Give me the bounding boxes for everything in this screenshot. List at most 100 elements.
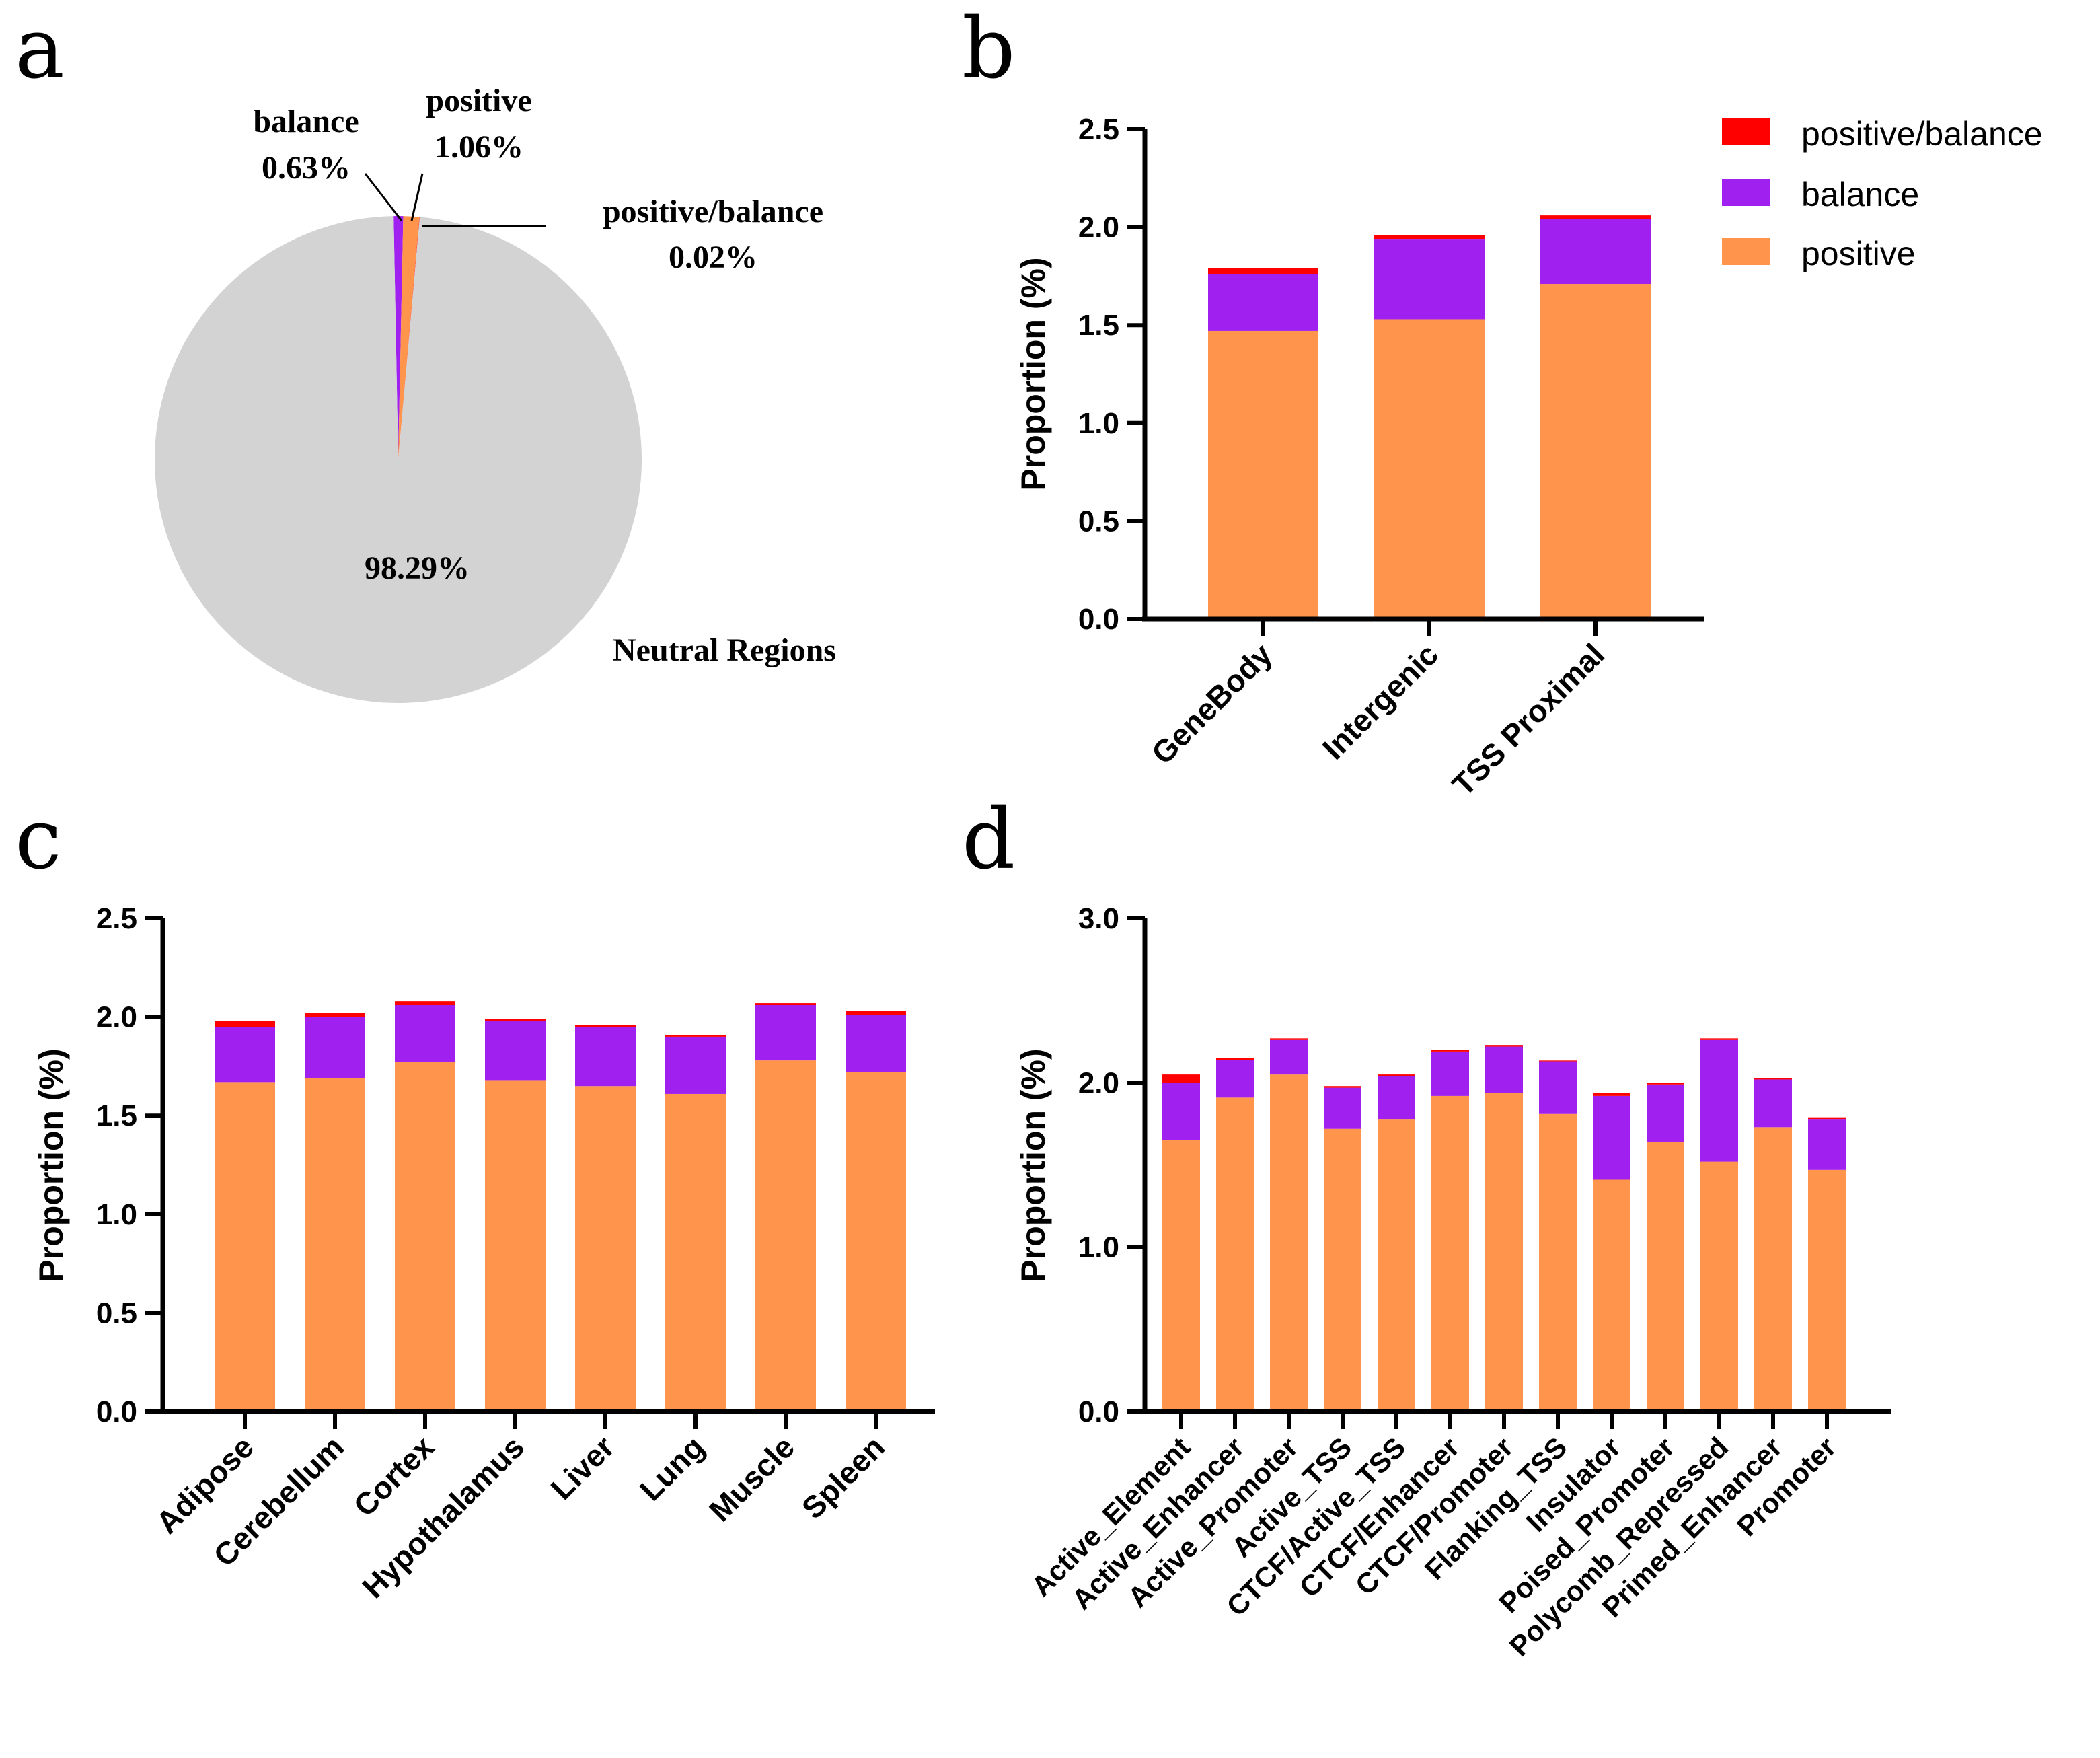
bar-spleen-positive: [846, 1072, 906, 1412]
bar-lung-balance: [665, 1036, 726, 1094]
bar-flanking-tss-positive-balance: [1539, 1060, 1577, 1062]
bar-adipose-balance: [215, 1027, 275, 1083]
pie-slice-balance: [393, 216, 404, 460]
legend-swatch-positive-balance: [1722, 118, 1770, 145]
bar-lung-positive-balance: [665, 1034, 726, 1037]
bar-liver-positive-balance: [575, 1025, 636, 1027]
bar-ctcf-active-tss-positive-balance: [1378, 1074, 1415, 1076]
y-axis-title: Proportion (%): [32, 1048, 70, 1282]
category-label-intergenic: Intergenic: [1316, 636, 1445, 766]
y-axis-title: Proportion (%): [1014, 257, 1052, 490]
panel-letter-c: c: [15, 791, 61, 888]
category-label-tss-proximal: TSS Proximal: [1446, 636, 1611, 802]
bar-chart-b: 0.0 0.5 1.0 1.5 2.0 2.5 GeneBody Intergenic TSS…: [1014, 113, 2043, 803]
y-tick-label-2-0: 2.0: [1078, 1066, 1119, 1099]
bar-muscle-positive-balance: [755, 1003, 816, 1006]
bar-promoter-positive: [1808, 1169, 1846, 1412]
legend-swatch-positive: [1722, 238, 1770, 265]
bar-polycomb-repressed-positive: [1700, 1161, 1738, 1412]
bar-promoter-balance: [1808, 1119, 1846, 1170]
y-tick-label-0-0: 0.0: [1078, 1395, 1119, 1428]
panel-letter-a: a: [15, 1, 65, 98]
bar-hypothalamus-positive-balance: [485, 1019, 546, 1021]
bar-hypothalamus-positive: [485, 1080, 546, 1412]
positive-leader-line: [410, 173, 424, 221]
bar-polycomb-repressed-balance: [1700, 1039, 1738, 1162]
bar-intergenic-positive-balance: [1374, 235, 1485, 240]
bar-liver-balance: [575, 1027, 636, 1087]
bar-ctcf-enhancer-positive-balance: [1431, 1050, 1469, 1052]
bar-primed-enhancer-positive-balance: [1754, 1078, 1792, 1080]
positive-pct-label: 1.06%: [435, 129, 523, 165]
bar-active-element-positive-balance: [1162, 1074, 1200, 1083]
bar-active-enhancer-balance: [1216, 1060, 1254, 1098]
y-tick-label-1-5: 1.5: [1078, 309, 1119, 342]
category-label-lung: Lung: [633, 1429, 711, 1507]
bar-muscle-balance: [755, 1005, 816, 1061]
category-label-hypothalamus: Hypothalamus: [355, 1429, 531, 1605]
bar-liver-positive: [575, 1086, 636, 1412]
y-tick-label-0-5: 0.5: [96, 1296, 137, 1329]
bar-ctcf-active-tss-positive: [1378, 1119, 1415, 1412]
bar-poised-promoter-positive-balance: [1647, 1083, 1684, 1085]
category-label-spleen: Spleen: [795, 1429, 891, 1525]
bar-chart-c: 0.00.51.01.52.02.5 AdiposeCerebellumCort…: [32, 902, 935, 1605]
bar-ctcf-active-tss-balance: [1378, 1076, 1415, 1120]
y-tick-label-0-0: 0.0: [96, 1395, 137, 1428]
y-tick-label-0-5: 0.5: [1078, 505, 1119, 538]
legend-label-balance: balance: [1801, 176, 1919, 213]
bar-ctcf-promoter-positive-balance: [1485, 1045, 1523, 1047]
bar-active-promoter-positive-balance: [1270, 1038, 1308, 1040]
bar-ctcf-promoter-balance: [1485, 1046, 1523, 1093]
y-tick-label-2-5: 2.5: [96, 902, 137, 935]
pie-slice-positive-balance: [398, 217, 420, 460]
bar-active-enhancer-positive-balance: [1216, 1058, 1254, 1060]
y-axis-title: Proportion (%): [1014, 1048, 1052, 1282]
y-tick-label-0-0: 0.0: [1078, 603, 1119, 636]
bar-insulator-positive: [1593, 1179, 1630, 1412]
y-tick-label-2-0: 2.0: [1078, 211, 1119, 244]
bar-active-tss-balance: [1324, 1087, 1361, 1129]
bar-genebody-balance: [1208, 274, 1318, 331]
bar-cortex-balance: [395, 1005, 455, 1063]
bar-muscle-positive: [755, 1060, 816, 1412]
positive-balance-label: positive/balance: [603, 194, 823, 229]
bar-tss-proximal-positive: [1540, 284, 1651, 619]
bar-tss-proximal-balance: [1540, 219, 1651, 285]
y-tick-label-2-5: 2.5: [1078, 113, 1119, 146]
legend: positive/balance balance positive: [1722, 115, 2043, 272]
bar-intergenic-positive: [1374, 319, 1485, 619]
neutral-pct-label: 98.29%: [365, 550, 470, 586]
neutral-regions-label: Neutral Regions: [613, 632, 836, 668]
y-tick-label-1-5: 1.5: [96, 1099, 137, 1132]
bar-chart-d: 0.01.02.03.0 Active_ElementActive_Enhanc…: [1014, 902, 1891, 1662]
bar-active-tss-positive-balance: [1324, 1086, 1361, 1088]
bar-tss-proximal-positive-balance: [1540, 215, 1651, 219]
bar-ctcf-enhancer-positive: [1431, 1095, 1469, 1412]
bar-flanking-tss-balance: [1539, 1061, 1577, 1114]
bar-ctcf-enhancer-balance: [1431, 1051, 1469, 1096]
bar-active-tss-positive: [1324, 1128, 1361, 1412]
y-tick-label-3-0: 3.0: [1078, 902, 1119, 935]
y-tick-label-1-0: 1.0: [1078, 1231, 1119, 1264]
positive-balance-pct-label: 0.02%: [669, 240, 757, 275]
legend-label-positive-balance: positive/balance: [1801, 115, 2043, 153]
bar-poised-promoter-balance: [1647, 1084, 1684, 1142]
category-label-genebody: GeneBody: [1145, 636, 1279, 771]
bar-adipose-positive-balance: [215, 1021, 275, 1027]
bar-active-promoter-balance: [1270, 1039, 1308, 1075]
pie-slice-positive: [398, 216, 420, 460]
bar-intergenic-balance: [1374, 239, 1485, 320]
bar-active-element-balance: [1162, 1083, 1200, 1140]
pie-slice-neutral-regions: [155, 216, 642, 704]
category-label-liver: Liver: [544, 1429, 622, 1506]
bar-cerebellum-positive: [305, 1078, 365, 1412]
bar-lung-positive: [665, 1093, 726, 1412]
bar-insulator-balance: [1593, 1095, 1630, 1180]
legend-label-positive: positive: [1801, 235, 1916, 272]
bar-genebody-positive-balance: [1208, 268, 1318, 274]
y-tick-label-1-0: 1.0: [1078, 407, 1119, 440]
balance-leader-line: [364, 173, 403, 221]
y-tick-label-2-0: 2.0: [96, 1001, 137, 1034]
